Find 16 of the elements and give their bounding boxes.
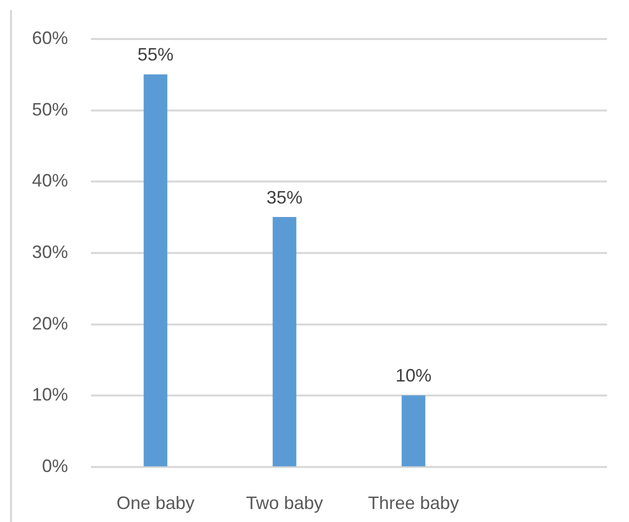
y-tick-label: 20% xyxy=(32,313,68,334)
data-label: 10% xyxy=(395,366,432,386)
y-tick-label: 40% xyxy=(32,170,68,191)
x-tick-label: One baby xyxy=(116,492,195,513)
bar xyxy=(144,74,168,466)
x-tick-label: Two baby xyxy=(246,492,324,513)
x-tick-label: Three baby xyxy=(368,492,460,513)
y-tick-label: 60% xyxy=(32,28,68,48)
y-tick-label: 10% xyxy=(32,384,68,405)
data-label: 55% xyxy=(137,44,174,65)
bar xyxy=(272,217,296,466)
y-tick-label: 30% xyxy=(32,242,68,262)
bar xyxy=(402,395,426,466)
data-label: 35% xyxy=(266,187,303,208)
y-tick-label: 50% xyxy=(32,99,68,120)
y-tick-label: 0% xyxy=(42,456,68,476)
